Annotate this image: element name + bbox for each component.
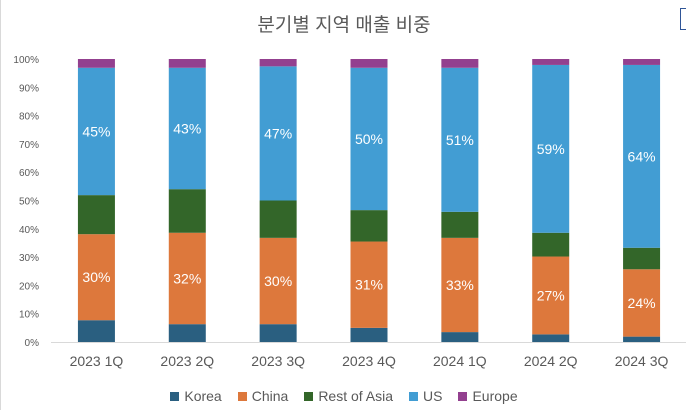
data-label: 47% <box>264 125 292 141</box>
x-tick-label: 2023 1Q <box>70 353 124 369</box>
bar-rest-of-asia <box>168 189 206 233</box>
x-tick-label: 2024 1Q <box>433 353 487 369</box>
legend-label: Rest of Asia <box>318 388 394 404</box>
bar-europe <box>623 59 661 65</box>
bar-europe <box>168 59 206 68</box>
x-tick-label: 2023 2Q <box>160 353 214 369</box>
bar-europe <box>441 59 479 68</box>
bar-china <box>259 237 297 325</box>
data-label: 59% <box>537 141 565 157</box>
bar-korea <box>350 327 388 342</box>
legend-swatch <box>409 391 419 401</box>
bar-us <box>441 67 479 212</box>
bar-rest-of-asia <box>259 200 297 238</box>
bar-europe <box>77 59 115 68</box>
bar-china <box>168 232 206 325</box>
bar-rest-of-asia <box>532 232 570 257</box>
legend: Korea China Rest of Asia US Europe <box>1 388 686 404</box>
x-tick-label: 2024 2Q <box>524 353 578 369</box>
bar-china <box>77 234 115 321</box>
y-tick-label: 70% <box>19 140 39 151</box>
legend-swatch <box>304 391 314 401</box>
bar-rest-of-asia <box>441 211 479 238</box>
bar-us <box>350 67 388 211</box>
data-label: 32% <box>173 270 201 286</box>
legend-label: US <box>423 388 443 404</box>
data-label: 43% <box>173 120 201 136</box>
legend-swatch <box>237 391 247 401</box>
bar-china <box>350 241 388 328</box>
y-tick-label: 60% <box>19 168 39 179</box>
data-label: 30% <box>82 269 110 285</box>
bar-us <box>77 67 115 196</box>
x-tick-label: 2024 3Q <box>615 353 669 369</box>
data-label: 50% <box>355 131 383 147</box>
legend-item: Rest of Asia <box>304 388 393 404</box>
bar-us <box>259 66 297 201</box>
y-tick-label: 90% <box>19 83 39 94</box>
bar-korea <box>259 324 297 342</box>
legend-item: US <box>409 388 442 404</box>
bar-korea <box>77 320 115 342</box>
selection-handle[interactable] <box>680 8 686 30</box>
legend-item: Europe <box>458 388 518 404</box>
bar-korea <box>532 334 570 342</box>
legend-swatch <box>170 391 180 401</box>
bar-korea <box>168 324 206 342</box>
y-tick-label: 10% <box>19 310 39 321</box>
bar-us <box>168 67 206 190</box>
legend-label: China <box>251 388 289 404</box>
bar-china <box>623 269 661 337</box>
y-tick-label: 40% <box>19 225 39 236</box>
data-label: 45% <box>82 123 110 139</box>
bar-us <box>532 64 570 233</box>
y-tick-label: 100% <box>13 55 39 66</box>
bar-korea <box>441 332 479 342</box>
bar-rest-of-asia <box>77 195 115 235</box>
data-label: 24% <box>628 295 656 311</box>
legend-item: Korea <box>170 388 222 404</box>
legend-label: Europe <box>472 388 518 404</box>
bar-korea <box>623 336 661 342</box>
x-tick-label: 2023 3Q <box>251 353 305 369</box>
y-tick-label: 80% <box>19 112 39 123</box>
legend-item: China <box>237 388 289 404</box>
x-tick-label: 2023 4Q <box>342 353 396 369</box>
data-label: 64% <box>628 148 656 164</box>
bar-europe <box>350 59 388 68</box>
data-label: 30% <box>264 273 292 289</box>
y-tick-label: 20% <box>19 281 39 292</box>
bar-europe <box>259 59 297 67</box>
bar-rest-of-asia <box>623 247 661 270</box>
legend-label: Korea <box>184 388 222 404</box>
data-label: 31% <box>355 277 383 293</box>
bar-us <box>623 64 661 248</box>
data-label: 27% <box>537 287 565 303</box>
y-tick-label: 30% <box>19 253 39 264</box>
legend-swatch <box>458 391 468 401</box>
data-label: 51% <box>446 132 474 148</box>
chart-title: 분기별 지역 매출 비중 <box>257 15 431 36</box>
bar-china <box>441 237 479 333</box>
bar-rest-of-asia <box>350 210 388 242</box>
y-tick-label: 50% <box>19 197 39 208</box>
data-label: 33% <box>446 277 474 293</box>
y-tick-label: 0% <box>25 338 40 349</box>
bar-china <box>532 256 570 335</box>
bar-europe <box>532 59 570 65</box>
